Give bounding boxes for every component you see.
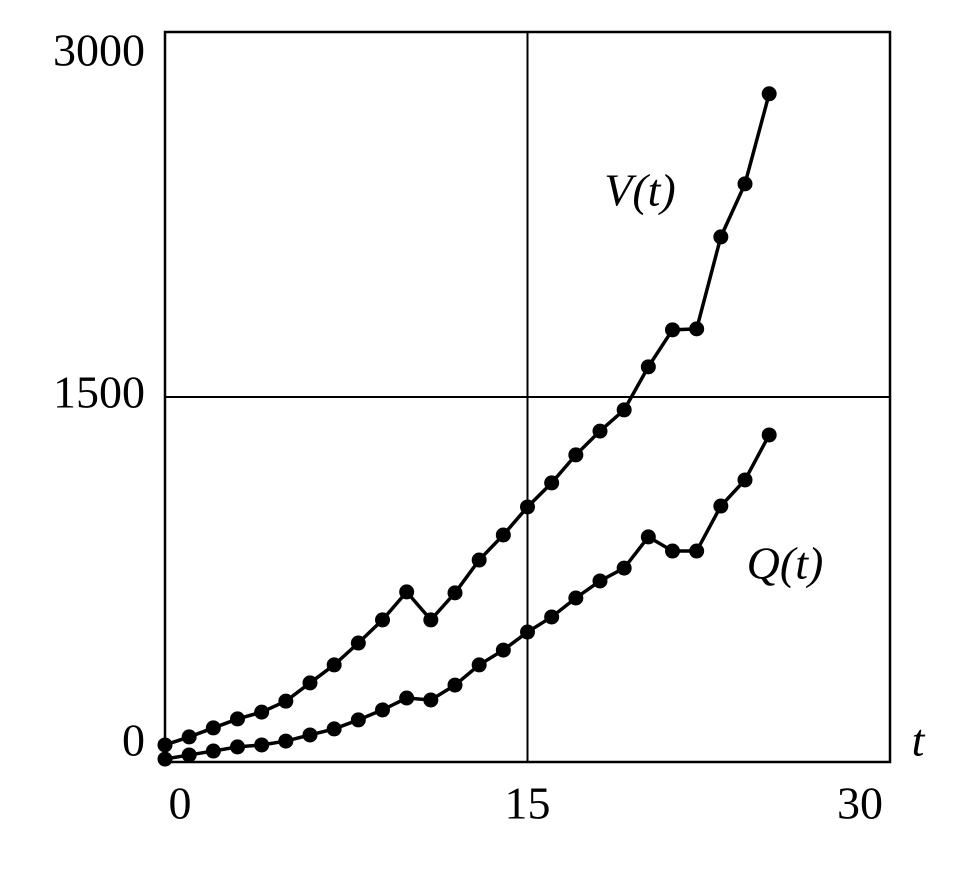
data-point [254,704,270,720]
data-point [737,472,753,488]
data-point [375,702,390,718]
x-tick-label: 15 [505,778,551,829]
data-point [230,739,245,755]
data-point [713,498,729,514]
data-point [592,573,608,589]
x-axis-label: t [912,715,926,766]
data-point [326,657,342,673]
data-point [230,711,245,727]
data-point [423,612,439,628]
data-point [544,475,560,491]
data-point [568,447,584,463]
data-point [181,747,197,763]
data-point [689,321,705,337]
data-point [302,727,318,743]
data-point [205,743,221,759]
data-point [761,427,777,443]
series-line [164,93,771,747]
series-label: V(t) [604,165,676,216]
data-point [544,609,560,625]
data-point [399,584,415,600]
data-point [302,675,318,691]
x-tick-label: 0 [169,778,192,829]
data-point [640,359,656,375]
data-point [592,423,608,439]
x-tick-label: 30 [837,778,883,829]
data-point [399,690,415,706]
data-point [447,677,463,693]
data-point [640,529,656,545]
data-point [447,585,463,601]
data-point [254,737,270,753]
data-point [423,692,439,708]
data-point [520,499,535,515]
data-point [665,322,680,338]
data-point [520,624,535,640]
data-point [495,642,511,658]
data-point [350,635,366,651]
data-point [278,693,294,709]
data-point [471,552,487,568]
data-point [568,590,584,606]
data-point [761,86,777,102]
series-label: Q(t) [747,538,824,589]
data-point [350,712,366,728]
data-point [181,729,197,745]
data-point [157,751,173,767]
data-point [616,402,632,418]
data-point [205,720,221,736]
data-point [471,657,487,673]
data-point [737,176,753,192]
data-point [616,560,632,576]
data-point [665,543,680,559]
y-tick-label: 3000 [53,25,145,76]
data-point [278,733,294,749]
y-tick-label: 0 [122,715,145,766]
data-point [157,737,173,753]
data-point [495,527,511,543]
data-point [713,229,729,245]
y-tick-label: 1500 [53,367,145,418]
data-point [326,721,342,737]
data-point [689,543,705,559]
data-point [375,612,390,628]
